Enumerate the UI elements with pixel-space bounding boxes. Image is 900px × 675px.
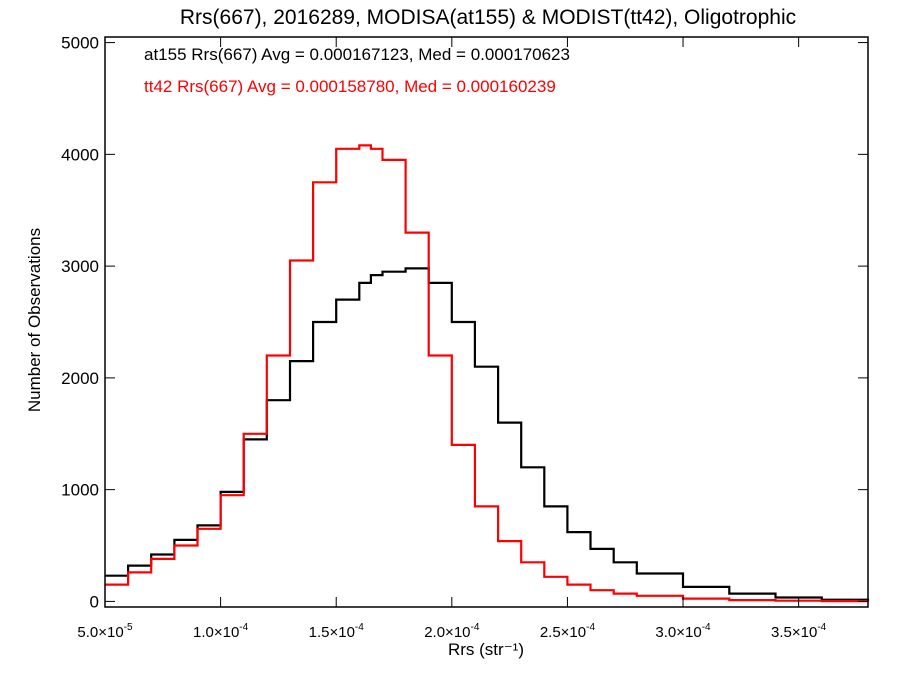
x-tick-label: 1.0×10-4 (193, 622, 249, 641)
annotation-tt42: tt42 Rrs(667) Avg = 0.000158780, Med = 0… (144, 77, 556, 96)
series-line-1 (105, 144, 870, 603)
x-tick-label: 1.5×10-4 (309, 622, 365, 641)
y-tick-label: 1000 (61, 481, 99, 500)
annotation-at155: at155 Rrs(667) Avg = 0.000167123, Med = … (144, 45, 570, 64)
y-axis-label: Number of Observations (25, 228, 44, 412)
y-tick-label: 5000 (61, 34, 99, 53)
x-ticks: 5.0×10-5 1.0×10-4 1.5×10-4 2.0×10-4 2.5×10-4… (77, 37, 827, 641)
series-layer (105, 144, 870, 603)
y-ticks: 0 1000 2000 3000 4000 5000 (61, 34, 868, 611)
y-tick-label: 2000 (61, 369, 99, 388)
y-tick-label: 4000 (61, 145, 99, 164)
plot-frame (104, 36, 869, 608)
chart-title: Rrs(667), 2016289, MODISA(at155) & MODIS… (180, 6, 796, 29)
x-tick-label: 5.0×10-5 (77, 622, 133, 641)
x-axis-label: Rrs (str⁻¹) (448, 640, 524, 659)
x-tick-label: 2.5×10-4 (540, 622, 596, 641)
y-tick-label: 0 (90, 592, 99, 611)
x-tick-label: 2.0×10-4 (424, 622, 480, 641)
x-tick-label: 3.5×10-4 (771, 622, 827, 641)
y-tick-label: 3000 (61, 257, 99, 276)
series-line-0 (105, 267, 870, 601)
x-tick-label: 3.0×10-4 (655, 622, 711, 641)
